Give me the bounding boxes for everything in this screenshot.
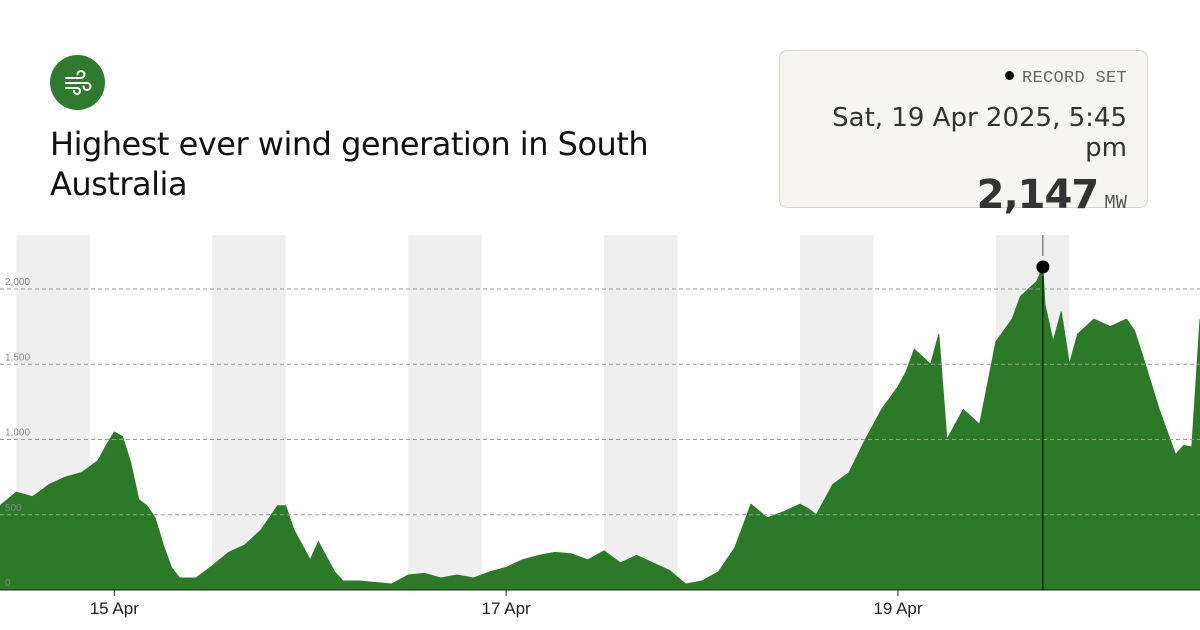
night-band [604,235,678,590]
record-card: RECORD SET Sat, 19 Apr 2025, 5:45 pm 2,1… [779,50,1148,218]
record-unit: MW [1104,192,1127,214]
y-tick-label: 500 [5,503,22,514]
record-value-row: 2,147 MW [800,171,1127,227]
record-marker [1036,235,1050,590]
y-tick-label: 0 [5,578,11,589]
y-tick-label: 1,000 [5,428,30,439]
wind-icon [50,55,105,110]
x-tick-label: 17 Apr [482,599,531,618]
record-value: 2,147 [976,172,1100,218]
y-tick-label: 2,000 [5,277,30,288]
series-area [0,266,1200,591]
record-point [1036,260,1050,274]
x-tick-label: 15 Apr [90,599,139,618]
page-title: Highest ever wind generation in South Au… [50,125,649,203]
record-label: RECORD SET [1021,69,1127,88]
record-label-row: RECORD SET [800,69,1127,93]
record-dot-icon [1004,71,1014,80]
record-date: Sat, 19 Apr 2025, 5:45 pm [832,103,1127,163]
night-band [408,235,482,590]
x-tick-label: 19 Apr [873,599,922,618]
series-area-layer [0,266,1200,591]
x-axis: 15 Apr 17 Apr 19 Apr [0,589,1200,618]
y-tick-labels: 0 500 1,000 1,500 2,000 [0,277,1200,589]
y-tick-label: 1,500 [5,352,30,363]
